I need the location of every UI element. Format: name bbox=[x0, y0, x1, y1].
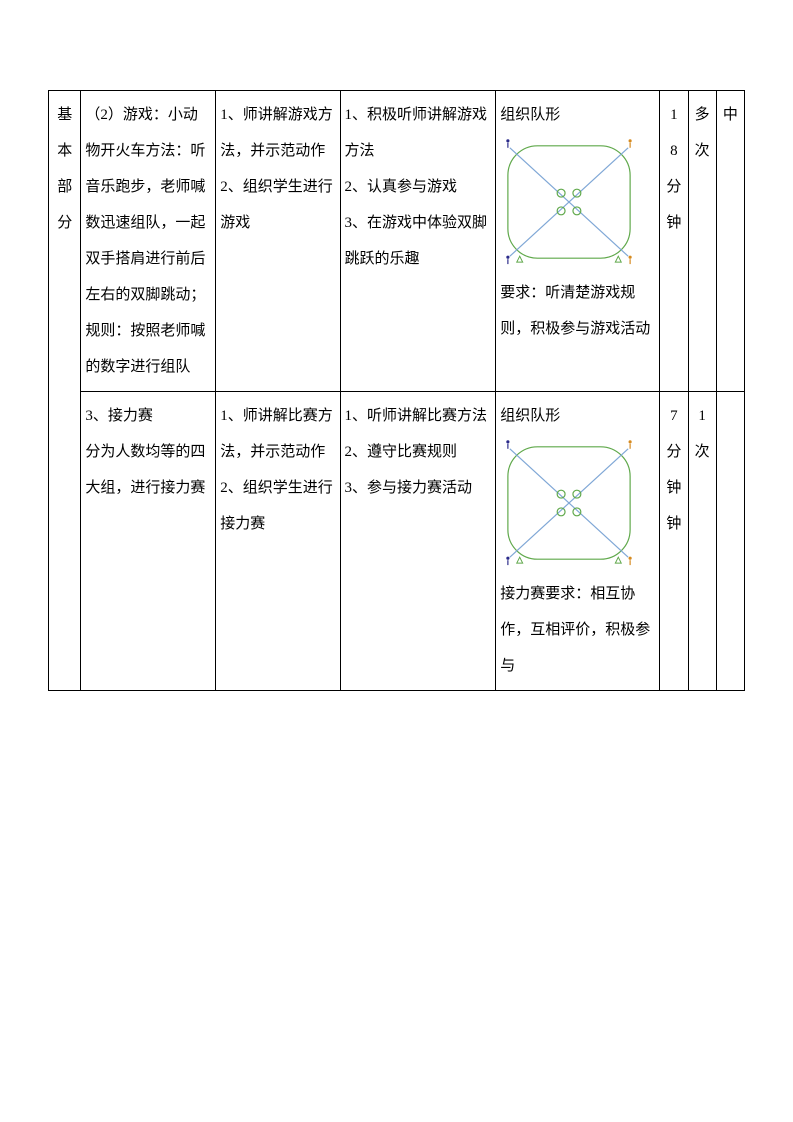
content-2: 3、接力赛分为人数均等的四大组，进行接力赛 bbox=[85, 398, 211, 506]
freq-1: 多次 bbox=[693, 97, 712, 169]
time-cell-2: 7分钟钟 bbox=[660, 392, 688, 691]
org-req-2: 接力赛要求：相互协作，互相评价，积极参与 bbox=[500, 576, 655, 684]
intensity-cell-2 bbox=[716, 392, 744, 691]
student-cell-1: 1、积极听师讲解游戏方法2、认真参与游戏3、在游戏中体验双脚跳跃的乐趣 bbox=[340, 91, 496, 392]
section-label-cell: 基本部分 bbox=[49, 91, 81, 691]
teacher-1: 1、师讲解游戏方法，并示范动作2、组织学生进行游戏 bbox=[220, 97, 335, 241]
formation-diagram-2 bbox=[500, 438, 655, 568]
org-cell-1: 组织队形 要求：听清楚游戏规则，积极参与游戏活动 bbox=[496, 91, 660, 392]
org-cell-2: 组织队形 接力赛要求：相互协作，互相评价，积极参与 bbox=[496, 392, 660, 691]
time-2: 7分钟钟 bbox=[664, 398, 683, 542]
content-1: （2）游戏：小动物开火车方法：听音乐跑步，老师喊数迅速组队，一起双手搭肩进行前后… bbox=[85, 97, 211, 385]
org-title-2: 组织队形 bbox=[500, 398, 655, 434]
student-1: 1、积极听师讲解游戏方法2、认真参与游戏3、在游戏中体验双脚跳跃的乐趣 bbox=[345, 97, 492, 277]
teacher-cell-1: 1、师讲解游戏方法，并示范动作2、组织学生进行游戏 bbox=[216, 91, 340, 392]
section-label: 基本部分 bbox=[53, 97, 76, 241]
intensity-cell-1: 中 bbox=[716, 91, 744, 392]
lesson-plan-table: 基本部分 （2）游戏：小动物开火车方法：听音乐跑步，老师喊数迅速组队，一起双手搭… bbox=[48, 90, 745, 691]
teacher-cell-2: 1、师讲解比赛方法，并示范动作2、组织学生进行接力赛 bbox=[216, 392, 340, 691]
student-cell-2: 1、听师讲解比赛方法2、遵守比赛规则3、参与接力赛活动 bbox=[340, 392, 496, 691]
content-cell-1: （2）游戏：小动物开火车方法：听音乐跑步，老师喊数迅速组队，一起双手搭肩进行前后… bbox=[81, 91, 216, 392]
org-req-1: 要求：听清楚游戏规则，积极参与游戏活动 bbox=[500, 275, 655, 347]
intensity-1: 中 bbox=[721, 97, 740, 133]
time-cell-1: 18分钟 bbox=[660, 91, 688, 392]
formation-diagram-1 bbox=[500, 137, 655, 267]
teacher-2: 1、师讲解比赛方法，并示范动作2、组织学生进行接力赛 bbox=[220, 398, 335, 542]
freq-cell-1: 多次 bbox=[688, 91, 716, 392]
content-cell-2: 3、接力赛分为人数均等的四大组，进行接力赛 bbox=[81, 392, 216, 691]
org-title-1: 组织队形 bbox=[500, 97, 655, 133]
student-2: 1、听师讲解比赛方法2、遵守比赛规则3、参与接力赛活动 bbox=[345, 398, 492, 506]
freq-cell-2: 1次 bbox=[688, 392, 716, 691]
time-1: 18分钟 bbox=[664, 97, 683, 241]
freq-2: 1次 bbox=[693, 398, 712, 470]
